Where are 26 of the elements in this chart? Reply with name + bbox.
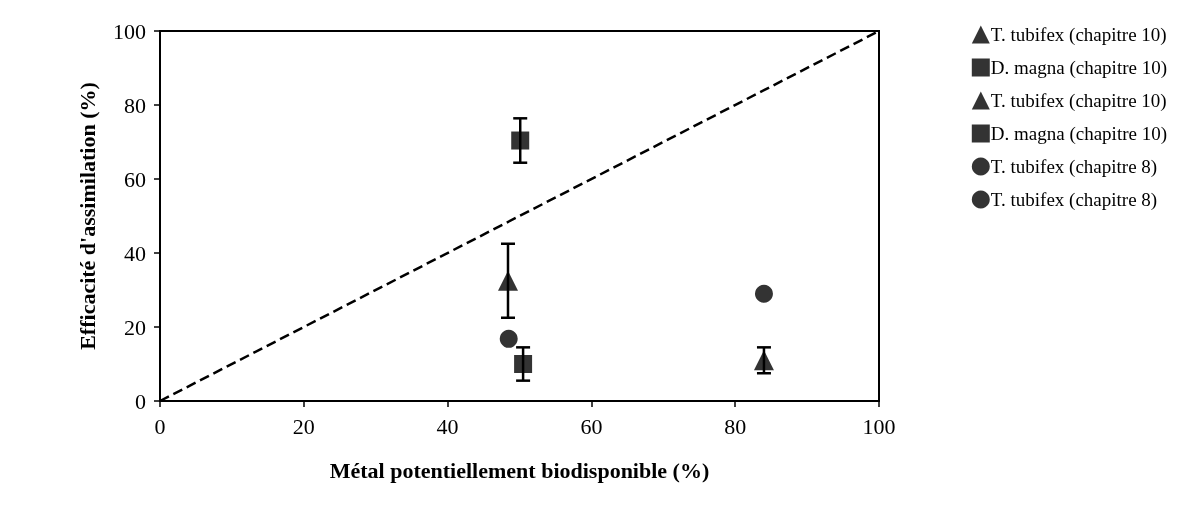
point (511, 131, 530, 150)
y-tick-label: 40 (124, 240, 146, 266)
y-tick-label: 20 (124, 314, 146, 340)
legend-label: T. tubifex (chapitre 10) (990, 90, 1167, 112)
point (753, 350, 774, 371)
x-axis-title: Métal potentiellement biodisponible (%) (329, 457, 710, 483)
point (514, 355, 533, 373)
legend-label: T. tubifex (chapitre 8) (990, 156, 1158, 178)
y-tick-label: 100 (113, 18, 146, 44)
y-tick-label: 0 (135, 388, 146, 414)
x-tick-label: 80 (724, 413, 747, 439)
y-axis-title: Efficacité d'assimilation (%) (74, 82, 100, 350)
legend-label: T. tubifex (chapitre 8) (990, 189, 1158, 211)
x-tick-label: 100 (862, 413, 896, 439)
legend-label: D. magna (chapitre 10) (990, 123, 1168, 145)
x-tick-label: 20 (292, 413, 315, 439)
x-tick-label: 40 (436, 413, 459, 439)
point (499, 329, 518, 348)
legend-label: T. tubifex (chapitre 10) (990, 24, 1167, 46)
x-tick-label: 60 (580, 413, 603, 439)
point (754, 284, 773, 303)
legend-label: D. magna (chapitre 10) (990, 57, 1168, 79)
point (498, 270, 518, 291)
x-tick-label: 0 (154, 413, 166, 439)
y-tick-label: 80 (124, 92, 146, 118)
y-tick-label: 60 (124, 166, 146, 192)
